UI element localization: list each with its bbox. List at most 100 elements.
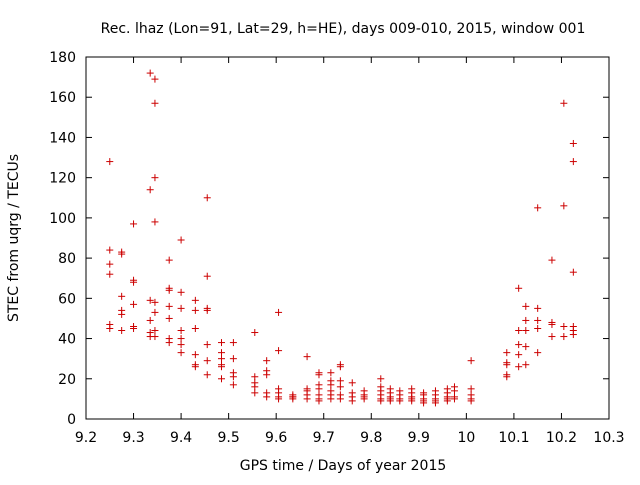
data-point bbox=[146, 296, 154, 304]
y-tick-label: 120 bbox=[49, 171, 76, 187]
data-point bbox=[548, 320, 556, 328]
data-point bbox=[450, 395, 458, 403]
data-point bbox=[191, 363, 199, 371]
y-tick-label: 80 bbox=[58, 251, 76, 267]
data-point bbox=[560, 202, 568, 210]
plot-frame bbox=[85, 56, 610, 420]
y-tick-label: 140 bbox=[49, 130, 76, 146]
data-point bbox=[515, 284, 523, 292]
chart-title: Rec. lhaz (Lon=91, Lat=29, h=HE), days 0… bbox=[101, 21, 586, 37]
data-point bbox=[548, 333, 556, 341]
data-point bbox=[251, 373, 259, 381]
data-point bbox=[560, 333, 568, 341]
data-point bbox=[251, 383, 259, 391]
data-point bbox=[327, 381, 335, 389]
x-tick-label: 9.7 bbox=[313, 430, 335, 446]
data-point bbox=[336, 383, 344, 391]
x-tick-label: 10.1 bbox=[498, 430, 529, 446]
data-point bbox=[165, 256, 173, 264]
data-point bbox=[177, 236, 185, 244]
data-point bbox=[151, 308, 159, 316]
data-point bbox=[203, 194, 211, 202]
data-point bbox=[503, 373, 511, 381]
data-point bbox=[534, 204, 542, 212]
data-point bbox=[303, 395, 311, 403]
data-point bbox=[467, 385, 475, 393]
y-tick-label: 20 bbox=[58, 372, 76, 388]
x-axis-label: GPS time / Days of year 2015 bbox=[240, 458, 447, 474]
data-point bbox=[450, 387, 458, 395]
data-point bbox=[534, 316, 542, 324]
data-point bbox=[560, 99, 568, 107]
data-point bbox=[203, 306, 211, 314]
x-axis: 9.2 9.3 9.4 9.5 9.6 9.7 9.8 9.9 10 10.1 10.2 10.3 bbox=[75, 57, 625, 446]
data-point bbox=[218, 363, 226, 371]
data-point bbox=[165, 302, 173, 310]
data-point bbox=[336, 363, 344, 371]
data-point bbox=[191, 306, 199, 314]
x-tick-label: 9.2 bbox=[75, 430, 97, 446]
data-point bbox=[151, 333, 159, 341]
data-point bbox=[203, 357, 211, 365]
data-point bbox=[130, 278, 138, 286]
data-point bbox=[534, 325, 542, 332]
data-point bbox=[203, 341, 211, 349]
data-point bbox=[106, 158, 114, 166]
data-point bbox=[151, 218, 159, 226]
data-point bbox=[130, 220, 138, 228]
data-point bbox=[130, 325, 138, 332]
data-point bbox=[569, 268, 577, 276]
data-point bbox=[229, 373, 237, 381]
data-point bbox=[408, 397, 416, 405]
data-point bbox=[203, 371, 211, 379]
data-point bbox=[218, 355, 226, 363]
data-point bbox=[377, 397, 385, 405]
data-point bbox=[229, 381, 237, 389]
data-point bbox=[118, 327, 126, 335]
y-tick-label: 160 bbox=[49, 90, 76, 106]
data-point bbox=[503, 361, 511, 369]
x-tick-label: 9.4 bbox=[170, 430, 192, 446]
data-point bbox=[336, 395, 344, 403]
data-points bbox=[106, 69, 577, 407]
data-point bbox=[146, 316, 154, 324]
data-point bbox=[151, 298, 159, 306]
data-point bbox=[275, 308, 283, 316]
data-point bbox=[515, 363, 523, 371]
data-point bbox=[522, 361, 530, 369]
data-point bbox=[360, 395, 368, 403]
data-point bbox=[106, 260, 114, 268]
x-tick-label: 9.9 bbox=[408, 430, 430, 446]
y-axis-label: STEC from uqrg / TECUs bbox=[6, 154, 22, 322]
data-point bbox=[151, 75, 159, 83]
data-point bbox=[151, 99, 159, 107]
data-point bbox=[218, 339, 226, 347]
data-point bbox=[336, 377, 344, 385]
y-tick-label: 40 bbox=[58, 332, 76, 348]
data-point bbox=[275, 395, 283, 403]
y-tick-label: 180 bbox=[49, 50, 76, 66]
data-point bbox=[177, 341, 185, 349]
data-point bbox=[229, 355, 237, 363]
data-point bbox=[315, 371, 323, 379]
y-axis: 0 20 40 60 80 100 120 140 160 180 bbox=[49, 50, 609, 428]
data-point bbox=[467, 357, 475, 365]
data-point bbox=[177, 288, 185, 296]
data-point bbox=[151, 327, 159, 335]
data-point bbox=[165, 314, 173, 322]
data-point bbox=[218, 375, 226, 383]
data-point bbox=[203, 272, 211, 280]
data-point bbox=[515, 327, 523, 335]
y-tick-label: 60 bbox=[58, 291, 76, 307]
data-point bbox=[151, 174, 159, 182]
y-tick-label: 100 bbox=[49, 211, 76, 227]
data-point bbox=[263, 393, 271, 401]
y-tick-label: 0 bbox=[67, 412, 76, 428]
data-point bbox=[118, 310, 126, 318]
data-point bbox=[106, 270, 114, 278]
data-point bbox=[569, 331, 577, 339]
x-tick-label: 9.5 bbox=[218, 430, 240, 446]
data-point bbox=[522, 343, 530, 351]
data-point bbox=[229, 339, 237, 347]
